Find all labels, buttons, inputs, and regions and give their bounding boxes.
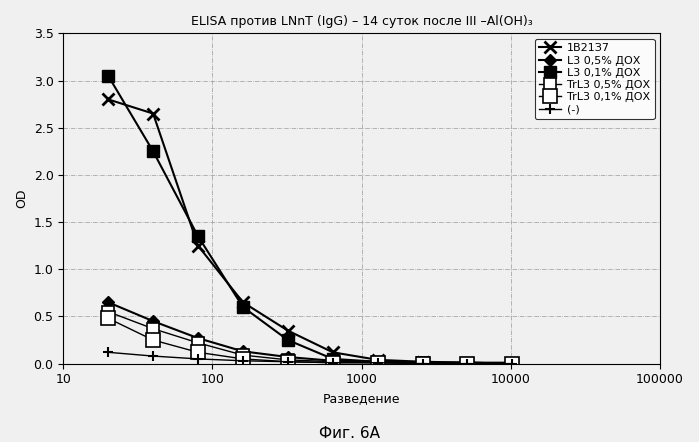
L3 0,5% ДОХ	[194, 335, 202, 341]
X-axis label: Разведение: Разведение	[323, 392, 401, 405]
TrL3 0,5% ДОХ	[329, 359, 337, 364]
TrL3 0,1% ДОХ	[463, 361, 472, 366]
(-)	[329, 360, 337, 366]
L3 0,5% ДОХ	[104, 300, 113, 305]
TrL3 0,1% ДОХ	[419, 361, 427, 366]
1В21З7	[508, 360, 517, 366]
1В21З7	[463, 360, 472, 366]
(-)	[508, 361, 517, 366]
L3 0,5% ДОХ	[149, 319, 157, 324]
(-)	[419, 361, 427, 366]
L3 0,5% ДОХ	[463, 360, 472, 366]
L3 0,1% ДОХ	[373, 359, 382, 364]
1В21З7	[194, 243, 202, 248]
1В21З7	[284, 328, 292, 333]
TrL3 0,5% ДОХ	[149, 326, 157, 332]
Line: TrL3 0,5% ДОХ: TrL3 0,5% ДОХ	[103, 306, 518, 369]
TrL3 0,5% ДОХ	[104, 309, 113, 314]
Y-axis label: OD: OD	[15, 189, 28, 208]
1В21З7	[149, 111, 157, 116]
L3 0,5% ДОХ	[284, 354, 292, 360]
L3 0,1% ДОХ	[329, 356, 337, 362]
L3 0,5% ДОХ	[419, 360, 427, 366]
Legend: 1В21З7, L3 0,5% ДОХ, L3 0,1% ДОХ, TrL3 0,5% ДОХ, TrL3 0,1% ДОХ, (-): 1В21З7, L3 0,5% ДОХ, L3 0,1% ДОХ, TrL3 0…	[535, 39, 654, 119]
L3 0,1% ДОХ	[194, 233, 202, 239]
TrL3 0,5% ДОХ	[284, 357, 292, 362]
(-)	[149, 354, 157, 359]
Line: L3 0,1% ДОХ: L3 0,1% ДОХ	[103, 70, 518, 369]
TrL3 0,1% ДОХ	[104, 316, 113, 321]
(-)	[239, 358, 247, 363]
1В21З7	[419, 359, 427, 364]
TrL3 0,1% ДОХ	[373, 360, 382, 366]
Line: L3 0,5% ДОХ: L3 0,5% ДОХ	[104, 298, 517, 368]
TrL3 0,1% ДОХ	[284, 359, 292, 364]
L3 0,1% ДОХ	[149, 149, 157, 154]
Line: 1В21З7: 1В21З7	[102, 93, 519, 369]
1В21З7	[329, 350, 337, 355]
L3 0,5% ДОХ	[508, 361, 517, 366]
L3 0,1% ДОХ	[239, 305, 247, 310]
TrL3 0,5% ДОХ	[373, 360, 382, 366]
Line: TrL3 0,1% ДОХ: TrL3 0,1% ДОХ	[101, 311, 519, 370]
L3 0,1% ДОХ	[508, 361, 517, 366]
1В21З7	[239, 300, 247, 305]
(-)	[463, 361, 472, 366]
TrL3 0,1% ДОХ	[239, 356, 247, 362]
TrL3 0,5% ДОХ	[463, 361, 472, 366]
L3 0,5% ДОХ	[329, 358, 337, 363]
TrL3 0,5% ДОХ	[239, 352, 247, 358]
Line: (-): (-)	[103, 347, 517, 369]
L3 0,1% ДОХ	[463, 360, 472, 366]
TrL3 0,5% ДОХ	[508, 361, 517, 366]
TrL3 0,5% ДОХ	[194, 340, 202, 346]
1В21З7	[373, 357, 382, 362]
TrL3 0,1% ДОХ	[149, 337, 157, 343]
L3 0,1% ДОХ	[419, 360, 427, 366]
Text: Фиг. 6А: Фиг. 6А	[319, 426, 380, 441]
L3 0,1% ДОХ	[284, 337, 292, 343]
(-)	[373, 360, 382, 366]
TrL3 0,1% ДОХ	[508, 361, 517, 366]
L3 0,5% ДОХ	[373, 359, 382, 364]
L3 0,5% ДОХ	[239, 349, 247, 354]
Title: ELISA против LNnT (IgG) – 14 суток после III –Al(OH)₃: ELISA против LNnT (IgG) – 14 суток после…	[191, 15, 533, 28]
(-)	[194, 356, 202, 362]
L3 0,1% ДОХ	[104, 73, 113, 78]
TrL3 0,1% ДОХ	[194, 350, 202, 355]
TrL3 0,1% ДОХ	[329, 360, 337, 366]
(-)	[284, 359, 292, 364]
1В21З7	[104, 97, 113, 102]
(-)	[104, 350, 113, 355]
TrL3 0,5% ДОХ	[419, 360, 427, 366]
